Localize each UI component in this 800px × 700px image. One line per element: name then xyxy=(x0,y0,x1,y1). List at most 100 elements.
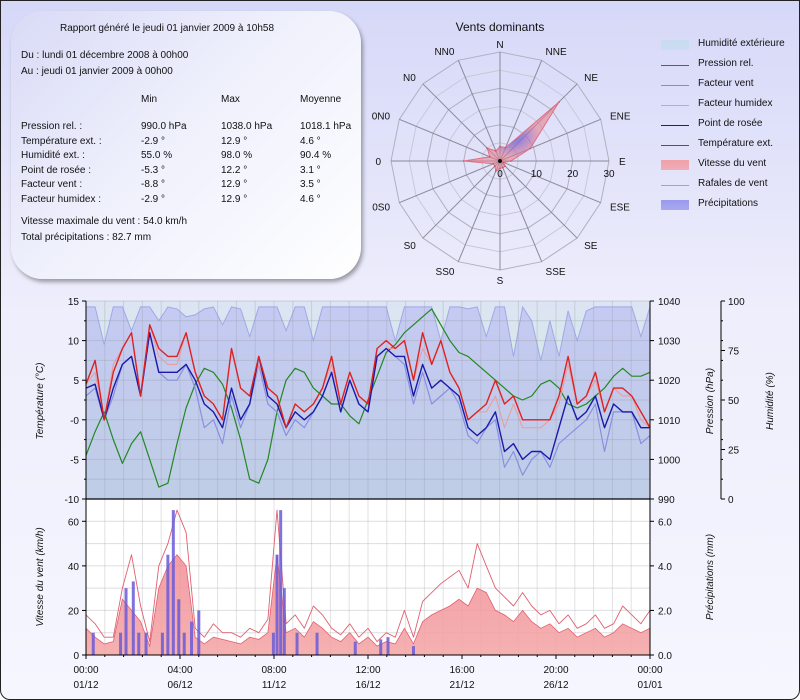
precip-bar xyxy=(411,646,415,655)
stat-avg: 3.5 ° xyxy=(300,179,321,190)
x-tick-time: 00:00 xyxy=(637,665,662,676)
stat-label: Facteur humidex : xyxy=(21,193,102,205)
precip-bar xyxy=(182,632,186,655)
radar-spoke xyxy=(422,160,501,239)
radar-direction-label: NE xyxy=(584,73,598,84)
temp-axis-title: Température (°C) xyxy=(35,363,46,440)
stat-avg: 4.6 ° xyxy=(300,193,321,205)
radar-direction-label: ENE xyxy=(610,111,631,122)
precip-bar xyxy=(119,632,123,655)
radar-direction-label: 0S0 xyxy=(372,203,390,214)
radar-spoke xyxy=(457,60,501,162)
pressure-tick-label: 1000 xyxy=(658,455,681,466)
col-avg: Moyenne xyxy=(300,94,342,105)
stat-max: 12.9 ° xyxy=(221,193,248,205)
radar-point xyxy=(486,147,488,149)
max-wind: Vitesse maximale du vent : 54.0 km/h xyxy=(21,216,188,227)
radar-direction-label: NNE xyxy=(546,47,567,58)
stat-max: 12.2 ° xyxy=(221,164,248,176)
report-panel: Rapport généré le jeudi 01 janvier 2009 … xyxy=(11,11,361,279)
precip-axis-title: Précipitations (mm) xyxy=(705,534,716,620)
temp-tick-label: 5 xyxy=(73,376,79,387)
legend-line xyxy=(661,65,689,66)
precip-bar xyxy=(353,641,357,655)
humidity-tick-label: 75 xyxy=(728,347,740,358)
radar-point xyxy=(489,156,491,158)
radar-title: Vents dominants xyxy=(456,20,545,34)
legend-line xyxy=(661,185,689,186)
stat-max: 12.9 ° xyxy=(221,135,248,147)
radar-point xyxy=(495,150,497,152)
wind-tick-label: 0 xyxy=(73,651,79,662)
pressure-tick-label: 1030 xyxy=(658,337,681,348)
pressure-tick-label: 1040 xyxy=(658,297,681,308)
precip-bar xyxy=(144,632,148,655)
radar-direction-label: SSE xyxy=(546,267,566,278)
x-tick-date: 26/12 xyxy=(543,680,568,691)
legend-line xyxy=(661,145,689,146)
total-precip: Total précipitations : 82.7 mm xyxy=(21,232,152,243)
legend-line xyxy=(661,105,689,106)
wind-tick-label: 60 xyxy=(68,517,80,528)
legend-label: Humidité extérieure xyxy=(698,38,785,49)
weather-chart: 15 10 5 -0 -5 -10 1040 1030 1020 1010 1000 990 100 75… xyxy=(35,297,776,691)
radar-direction-label: S xyxy=(497,276,504,287)
radar-point xyxy=(494,165,496,167)
temp-tick-label: -0 xyxy=(70,416,79,427)
humidity-axis-title: Humidité (%) xyxy=(765,372,776,430)
radar-tick-label: 20 xyxy=(567,169,579,180)
x-tick-time: 16:00 xyxy=(449,665,474,676)
radar-spoke xyxy=(499,160,543,262)
precip-tick-label: 4.0 xyxy=(658,562,672,573)
x-tick-time: 04:00 xyxy=(167,665,192,676)
radar-point xyxy=(529,147,532,150)
radar-direction-label: NN0 xyxy=(434,47,454,58)
humidity-tick-label: 0 xyxy=(728,495,734,506)
precip-bar xyxy=(171,510,175,655)
radar-direction-label: S0 xyxy=(404,241,417,252)
precip-bar xyxy=(166,554,170,655)
stat-label: Pression rel. : xyxy=(21,121,83,132)
temp-tick-label: -10 xyxy=(65,495,80,506)
radar-tick-label: 10 xyxy=(531,169,543,180)
radar-point xyxy=(504,146,507,149)
precip-tick-label: 6.0 xyxy=(658,517,672,528)
radar-point xyxy=(499,167,501,170)
series-temperature xyxy=(85,324,651,429)
radar-direction-label: N xyxy=(496,40,503,51)
series-dew-point xyxy=(85,332,650,461)
legend-swatch xyxy=(661,160,689,170)
wind-speed-area xyxy=(85,554,651,656)
radar-point xyxy=(510,160,512,162)
radar-direction-label: SE xyxy=(584,241,598,252)
x-tick-date: 21/12 xyxy=(449,680,474,691)
x-tick-date: 01/12 xyxy=(73,680,98,691)
stat-max: 98.0 % xyxy=(221,150,253,161)
precip-bar xyxy=(137,632,141,655)
radar-spoke xyxy=(499,160,578,239)
stat-label: Point de rosée : xyxy=(21,164,92,176)
stat-min: -5.3 ° xyxy=(141,164,166,176)
temp-tick-label: 15 xyxy=(68,297,80,308)
stat-avg: 3.1 ° xyxy=(300,164,321,176)
radar-direction-label: 0 xyxy=(375,157,381,168)
precip-bar xyxy=(271,632,275,655)
x-tick-time: 08:00 xyxy=(261,665,286,676)
precip-tick-label: 2.0 xyxy=(658,606,672,617)
stat-label: Facteur vent : xyxy=(21,179,83,190)
precip-bar xyxy=(379,639,383,655)
radar-point xyxy=(492,162,495,165)
col-max: Max xyxy=(221,94,240,105)
wind-tick-label: 40 xyxy=(68,562,80,573)
x-tick-time: 12:00 xyxy=(355,665,380,676)
wind-rose-chart: Vents dominants N NNE NE ENE E ESE SE SSE S SS0 S0 0… xyxy=(372,20,631,287)
stat-avg: 4.6 ° xyxy=(300,135,321,147)
stat-max: 12.9 ° xyxy=(221,179,248,190)
temp-tick-label: -5 xyxy=(70,455,79,466)
radar-tick-label: 0 xyxy=(497,169,503,180)
radar-direction-label: N0 xyxy=(403,73,416,84)
pressure-tick-label: 990 xyxy=(658,495,675,506)
humidity-tick-label: 50 xyxy=(728,396,740,407)
precip-bar xyxy=(190,621,194,655)
